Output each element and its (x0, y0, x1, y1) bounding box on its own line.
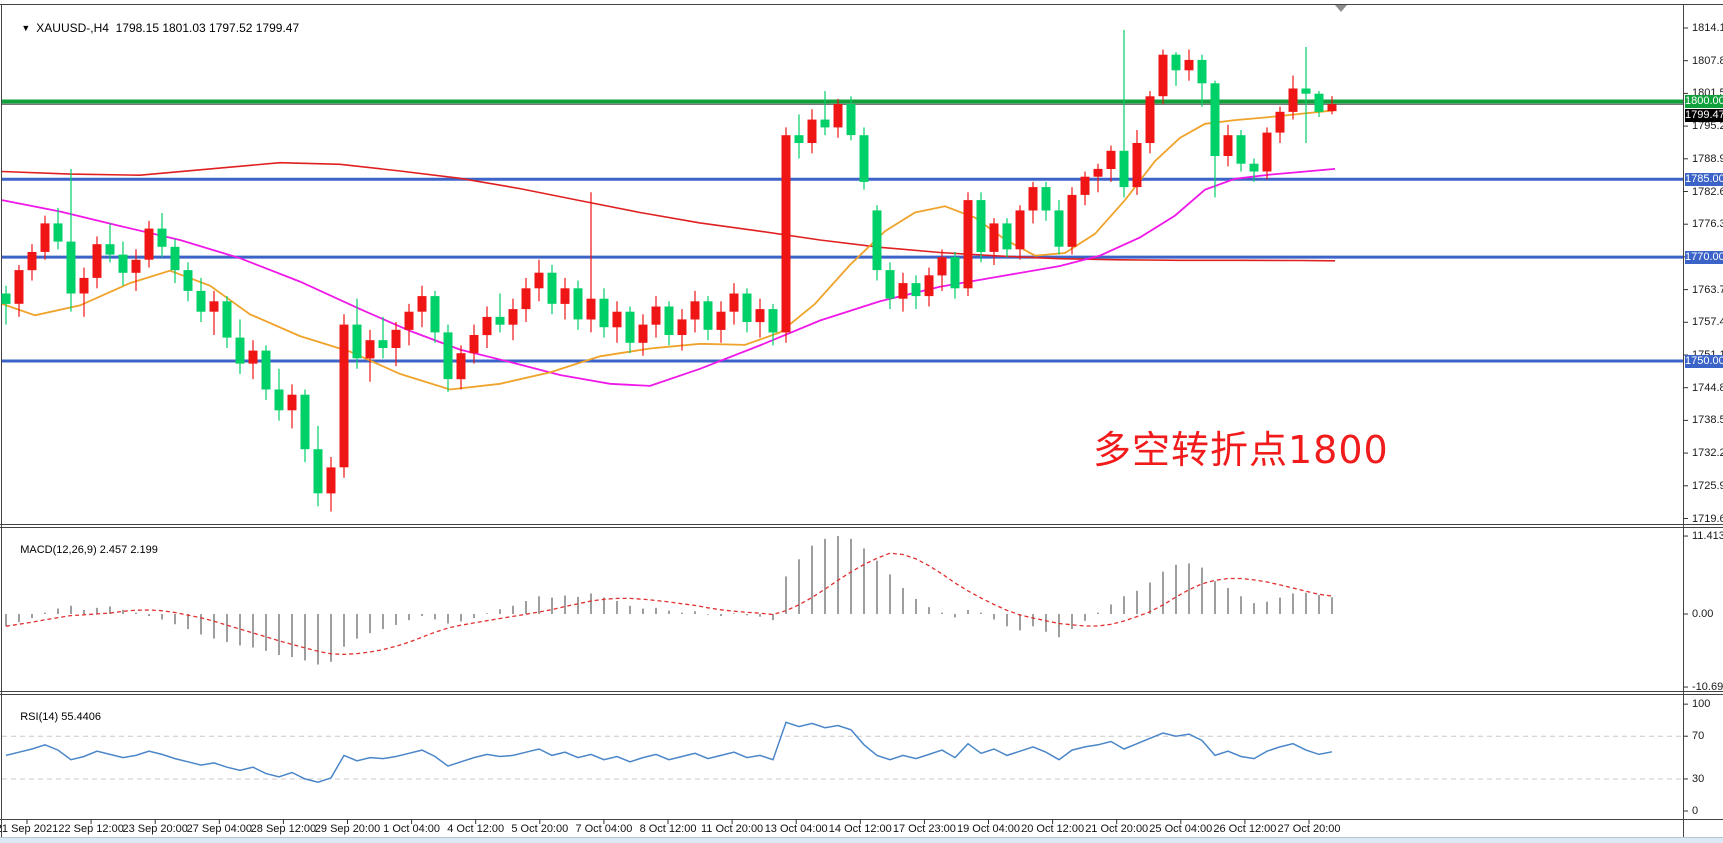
chart-ohlc-title: ▼ XAUUSD-,H4 1798.15 1801.03 1797.52 1799… (8, 7, 299, 49)
macd-panel-label: MACD(12,26,9) 2.457 2.199 (20, 544, 158, 556)
chart-annotation-text: 多空转折点1800 (1093, 428, 1389, 472)
rsi-panel-label: RSI(14) 55.4406 (20, 711, 101, 723)
collapse-arrow-icon[interactable]: ▼ (21, 23, 31, 33)
title-text: XAUUSD-,H4 1798.15 1801.03 1797.52 1799.… (36, 21, 300, 35)
bottom-edge-strip (0, 837, 1723, 843)
